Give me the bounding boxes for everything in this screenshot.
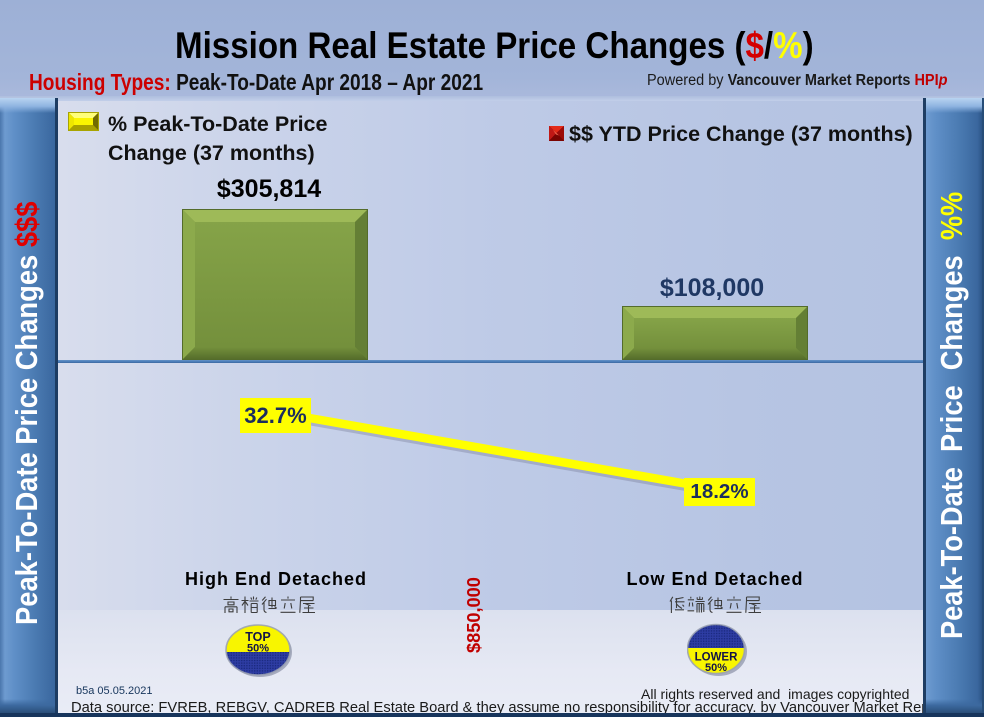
svg-text:50%: 50% <box>247 643 269 655</box>
svg-text:TOP: TOP <box>245 630 270 644</box>
svg-text:50%: 50% <box>705 662 727 674</box>
svg-text:LOWER: LOWER <box>695 652 738 664</box>
